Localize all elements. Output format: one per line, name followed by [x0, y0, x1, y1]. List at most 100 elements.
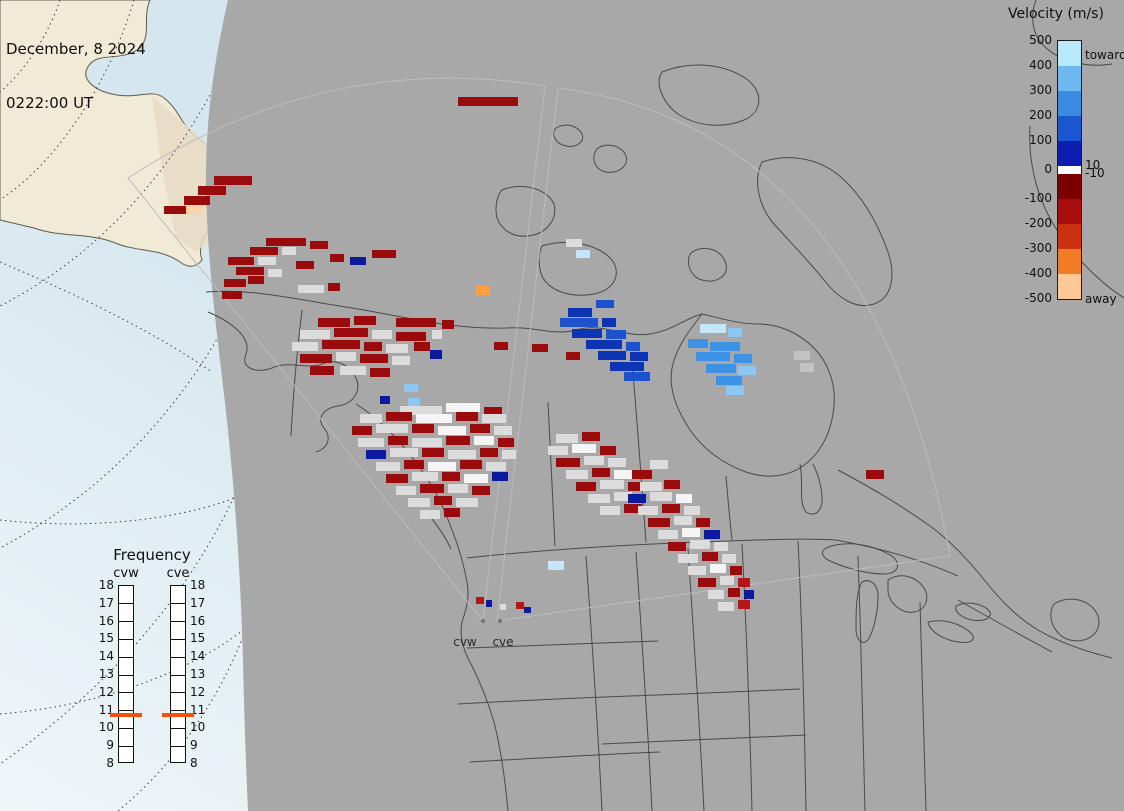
velocity-cell — [738, 578, 750, 587]
colorbar-segment — [1058, 166, 1081, 174]
velocity-cell — [684, 506, 700, 515]
velocity-cell — [674, 516, 692, 525]
lake-michigan — [855, 580, 879, 643]
velocity-cells-layer — [164, 97, 884, 613]
velocity-cell — [476, 597, 484, 604]
frequency-tick-mark — [171, 603, 185, 605]
velocity-cell — [298, 285, 324, 293]
colorbar-toward-label: toward — [1085, 48, 1124, 62]
colorbar-segment — [1058, 116, 1081, 141]
velocity-cell — [568, 308, 592, 317]
velocity-cell — [268, 269, 282, 277]
state-border-line — [857, 555, 866, 811]
velocity-cell — [400, 406, 442, 415]
frequency-tick-label: 16 — [190, 613, 206, 628]
velocity-cell — [800, 363, 814, 372]
velocity-cell — [566, 239, 582, 247]
frequency-tick-label: 18 — [98, 578, 114, 592]
coastline-baffin-island — [757, 157, 893, 306]
velocity-cell — [588, 494, 610, 503]
fan-cvw-outline — [127, 77, 546, 622]
velocity-cell — [688, 566, 706, 575]
frequency-tick-label: 9 — [106, 738, 114, 753]
velocity-cell — [446, 436, 470, 445]
velocity-cell — [456, 412, 478, 421]
velocity-cell — [358, 438, 384, 447]
timestamp-date: December, 8 2024 — [6, 40, 146, 58]
coastline-arctic-alaska — [205, 290, 577, 333]
colorbar-tick-label: -500 — [1024, 291, 1052, 305]
colorbar-away-label: away — [1085, 292, 1117, 306]
velocity-cell — [432, 330, 442, 339]
velocity-cell — [572, 444, 596, 453]
coastline-labrador — [837, 469, 1113, 659]
frequency-tick-mark — [171, 656, 185, 658]
velocity-cell — [532, 344, 548, 352]
frequency-tick-mark — [171, 710, 185, 712]
velocity-cell — [224, 279, 246, 287]
velocity-cell — [458, 97, 518, 106]
velocity-cell — [710, 342, 740, 351]
border-alaska-yukon — [290, 309, 303, 437]
velocity-cell — [350, 257, 366, 265]
velocity-cell — [582, 432, 600, 441]
coastline-arctic-islet-1 — [593, 144, 627, 173]
velocity-cell — [396, 318, 436, 327]
province-border-line — [725, 475, 733, 541]
velocity-cell — [794, 351, 810, 360]
frequency-title: Frequency — [113, 546, 191, 564]
radar-sites: cvw cve — [453, 618, 514, 649]
velocity-cell — [592, 468, 610, 477]
velocity-cell — [866, 470, 884, 479]
velocity-cell — [566, 352, 580, 360]
state-border-line — [585, 555, 603, 811]
velocity-cell — [600, 446, 616, 455]
velocity-cell — [414, 342, 430, 351]
velocity-cell — [662, 504, 680, 513]
frequency-tick-label: 17 — [190, 595, 206, 610]
velocity-cell — [390, 448, 418, 457]
frequency-column-label-cve: cve — [166, 566, 190, 581]
velocity-cell — [434, 496, 452, 505]
coastline-greenland-north — [1032, 0, 1113, 66]
velocity-cell — [296, 261, 314, 269]
colorbar-title: Velocity (m/s) — [1008, 6, 1104, 22]
radar-site-dot-cvw — [480, 618, 486, 624]
graticule-line — [0, 0, 61, 93]
velocity-cell — [576, 250, 590, 258]
velocity-cell — [728, 588, 740, 597]
frequency-tick-mark — [119, 638, 133, 640]
velocity-cell — [734, 354, 752, 363]
velocity-cell — [576, 482, 596, 491]
frequency-tick-mark — [171, 727, 185, 729]
velocity-cell — [392, 356, 410, 365]
coastline-hudson-bay — [670, 313, 835, 477]
frequency-tick-mark — [171, 692, 185, 694]
colorbar-bar — [1057, 40, 1082, 300]
velocity-cell — [708, 590, 724, 599]
velocity-cell — [548, 446, 568, 455]
frequency-tick-mark — [119, 621, 133, 623]
colorbar-segment — [1058, 66, 1081, 91]
velocity-cell — [408, 498, 430, 507]
velocity-cell — [628, 482, 644, 491]
velocity-cell — [318, 318, 350, 327]
velocity-cell — [614, 492, 632, 501]
velocity-cell — [632, 470, 652, 479]
velocity-cell — [412, 424, 434, 433]
colorbar-tick-label: 300 — [1029, 83, 1052, 97]
lake-ontario — [955, 602, 991, 621]
velocity-cell — [416, 414, 452, 423]
velocity-colorbar: Velocity (m/s) toward away 500 400 300 200 1… — [1000, 0, 1124, 340]
velocity-cell — [370, 368, 390, 377]
velocity-cell — [484, 407, 502, 416]
velocity-cell — [606, 330, 626, 339]
velocity-cell — [556, 434, 578, 443]
state-border-line — [601, 734, 807, 745]
radar-site-dot-cve — [497, 618, 503, 624]
coastline-st-lawrence — [957, 599, 1053, 653]
velocity-cell — [668, 542, 686, 551]
frequency-tick-label: 10 — [98, 720, 114, 735]
velocity-cell — [516, 602, 524, 609]
